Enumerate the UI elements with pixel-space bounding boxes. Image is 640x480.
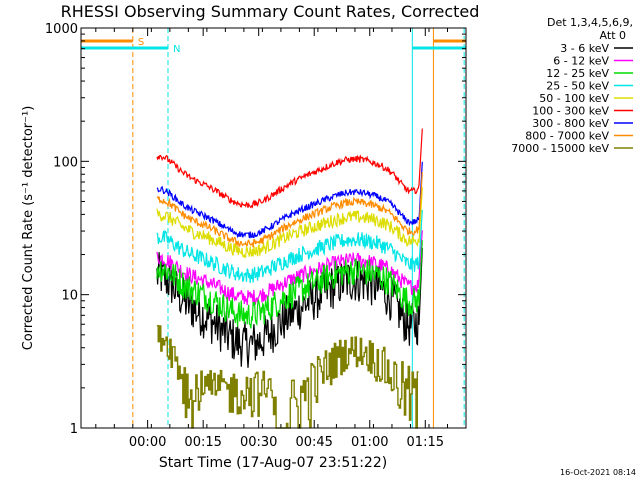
flag-label-s: S <box>138 37 144 48</box>
legend-entry-label: 800 - 7000 keV <box>525 130 609 143</box>
legend-entry-label: 100 - 300 keV <box>532 105 609 118</box>
legend-entry-label: 25 - 50 keV <box>546 80 609 93</box>
chart-title: RHESSI Observing Summary Count Rates, Co… <box>61 2 480 21</box>
y-axis-label: Corrected Count Rate (s⁻¹ detector⁻¹) <box>21 106 36 351</box>
y-tick-label: 100 <box>53 155 78 170</box>
observing-flag-bars: SN <box>81 37 466 55</box>
x-tick-label: 01:00 <box>351 435 388 450</box>
legend-entry-label: 6 - 12 keV <box>553 55 609 68</box>
series-line-7000-15000 <box>156 325 419 429</box>
legend-entry-label: 3 - 6 keV <box>560 42 609 55</box>
y-axis-ticks: 1 10 100 1000 <box>45 22 466 437</box>
series-line <box>156 171 423 248</box>
series-line <box>156 240 423 329</box>
x-axis-ticks: 00:00 00:15 00:30 00:45 01:00 01:15 <box>95 28 448 450</box>
series-line <box>156 161 423 239</box>
series-line <box>156 209 423 284</box>
x-tick-label: 00:45 <box>295 435 332 450</box>
series-line <box>156 128 423 209</box>
x-tick-label: 00:30 <box>240 435 277 450</box>
plot-frame <box>80 27 467 429</box>
x-axis-label: Start Time (17-Aug-07 23:51:22) <box>159 455 387 471</box>
series-line <box>156 325 419 429</box>
legend-header-line-2: Att 0 <box>600 29 626 42</box>
y-tick-label: 1000 <box>45 22 78 37</box>
x-tick-label: 00:15 <box>184 435 221 450</box>
y-tick-label: 1 <box>70 422 78 437</box>
legend-entry-label: 12 - 25 keV <box>546 67 609 80</box>
x-tick-label: 00:00 <box>129 435 166 450</box>
legend-entry-label: 300 - 800 keV <box>532 117 609 130</box>
count-rate-series <box>156 128 423 429</box>
legend-entry-label: 50 - 100 keV <box>539 92 609 105</box>
x-tick-label: 01:15 <box>407 435 444 450</box>
legend-entry-label: 7000 - 15000 keV <box>511 142 609 155</box>
flag-label-n: N <box>173 44 180 55</box>
y-tick-label: 10 <box>61 289 78 304</box>
series-line <box>156 187 423 259</box>
legend-header-line-1: Det 1,3,4,5,6,9, <box>547 16 633 29</box>
series-line <box>156 247 423 368</box>
footer-timestamp: 16-Oct-2021 08:14 <box>560 468 636 477</box>
